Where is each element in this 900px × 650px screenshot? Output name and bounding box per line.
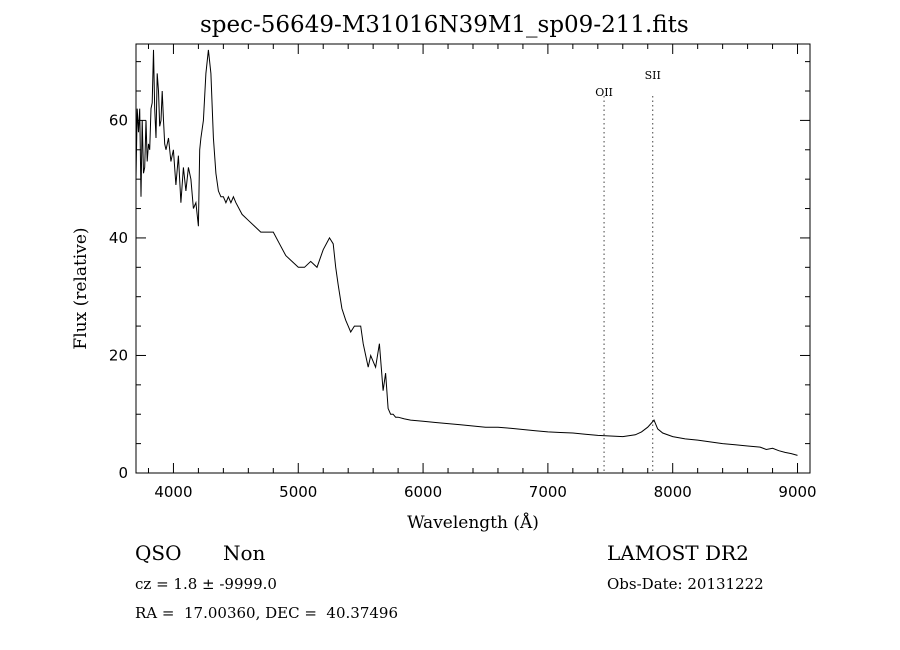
obs-date: Obs-Date: 20131222 [607, 575, 764, 593]
x-tick-label: 4000 [154, 483, 192, 501]
coordinates-readout: RA = 17.00360, DEC = 40.37496 [135, 604, 399, 622]
spectrum-line [135, 49, 798, 456]
x-tick-label: 5000 [279, 483, 317, 501]
redshift-readout: cz = 1.8 ± -9999.0 [135, 575, 277, 593]
object-subclass: Non [223, 541, 266, 565]
x-tick-label: 8000 [654, 483, 692, 501]
y-tick-label: 40 [109, 229, 128, 247]
y-tick-label: 60 [109, 111, 128, 129]
y-tick-label: 0 [118, 464, 128, 482]
plot-frame [135, 43, 811, 474]
x-tick-label: 7000 [529, 483, 567, 501]
survey-name: LAMOST DR2 [607, 541, 749, 565]
x-tick-label: 6000 [404, 483, 442, 501]
object-class: QSO [135, 541, 182, 565]
marker-label-sii: SII [645, 69, 661, 82]
line-markers: OII SII [595, 69, 661, 473]
y-tick-label: 20 [109, 346, 128, 364]
chart-title: spec-56649-M31016N39M1_sp09-211.fits [200, 12, 689, 38]
axis-ticks: 4000 5000 6000 7000 8000 9000 0 20 40 60 [109, 44, 817, 501]
x-axis-label: Wavelength (Å) [407, 512, 539, 533]
y-axis-label: Flux (relative) [71, 227, 91, 349]
x-tick-label: 9000 [778, 483, 816, 501]
marker-label-oii: OII [595, 86, 613, 99]
